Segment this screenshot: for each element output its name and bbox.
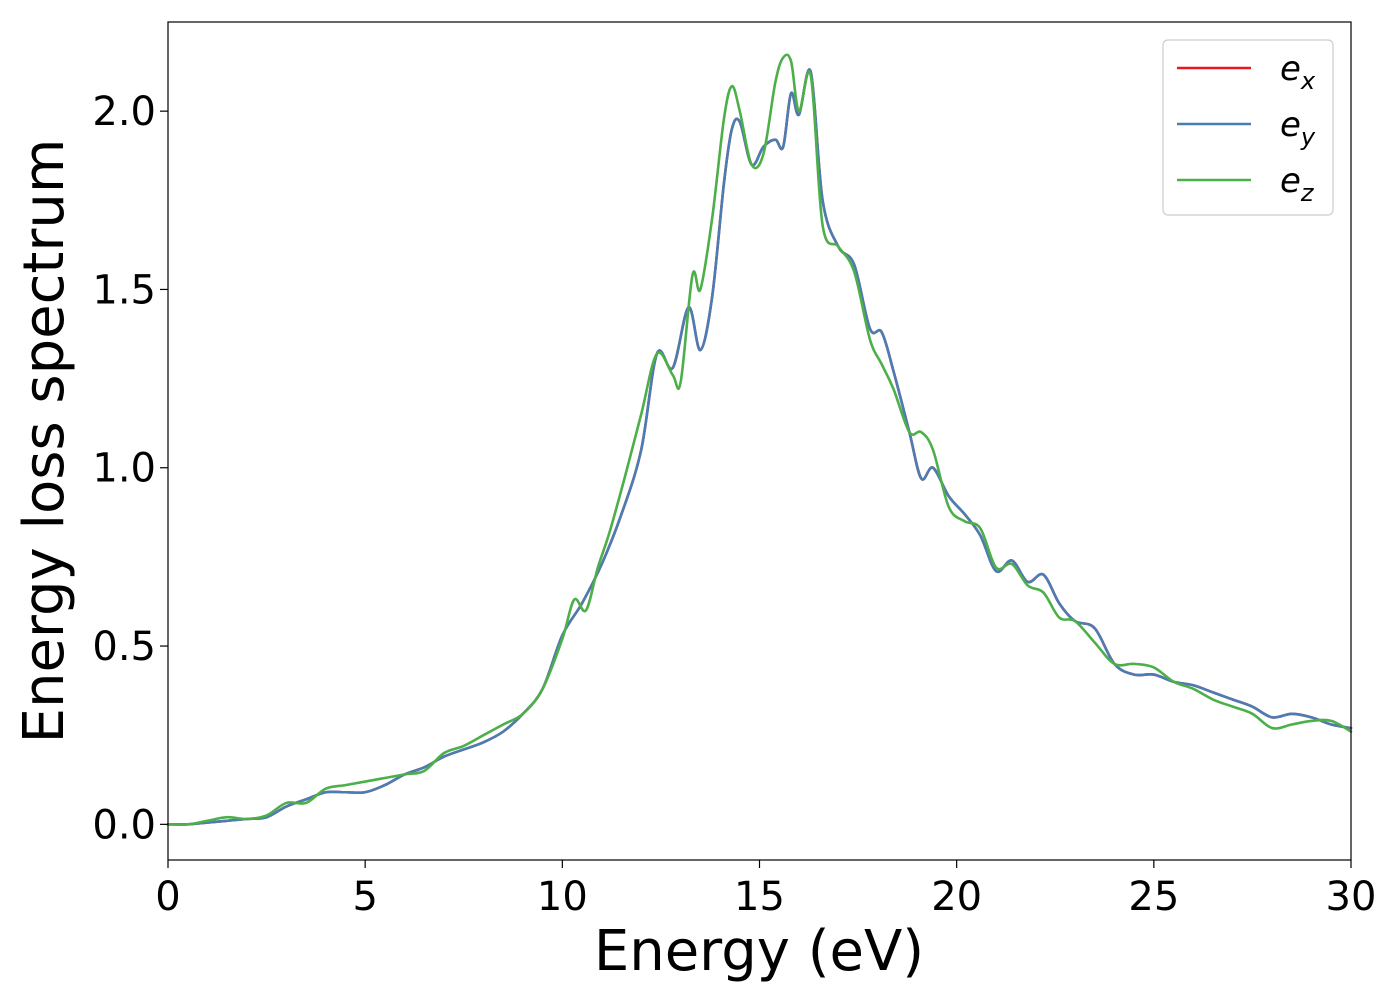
y-tick-label: 1.5 [92,267,156,313]
y-tick-label: 1.0 [92,446,156,492]
series-line-e-z [166,53,1353,826]
legend-label-x: ex [1280,49,1316,95]
legend-box [1162,39,1334,216]
x-axis-label: Energy (eV) [594,919,924,984]
legend-label-base: e [1280,161,1301,201]
legend-label-subscript: z [1300,179,1315,207]
x-axis-ticks: 0 5 10 15 20 25 30 [155,860,1376,920]
x-tick-label: 30 [1326,874,1377,920]
series-layer [166,53,1353,826]
legend-label-base: e [1280,105,1301,145]
x-tick-label: 10 [537,874,588,920]
y-tick-label: 0.5 [92,624,156,670]
x-tick-label: 15 [734,874,785,920]
y-axis-label: Energy loss spectrum [12,139,77,744]
x-tick-label: 25 [1128,874,1179,920]
y-axis-ticks: 0.0 0.5 1.0 1.5 2.0 [92,89,168,848]
legend-label-subscript: x [1300,67,1316,95]
legend-label-base: e [1280,49,1301,89]
legend-label-subscript: y [1300,123,1316,151]
legend-label-z: ez [1280,161,1315,207]
y-tick-label: 0.0 [92,802,156,848]
x-tick-label: 20 [931,874,982,920]
x-tick-label: 0 [155,874,180,920]
x-tick-label: 5 [352,874,377,920]
legend-label-y: ey [1280,105,1316,151]
y-tick-label: 2.0 [92,89,156,135]
